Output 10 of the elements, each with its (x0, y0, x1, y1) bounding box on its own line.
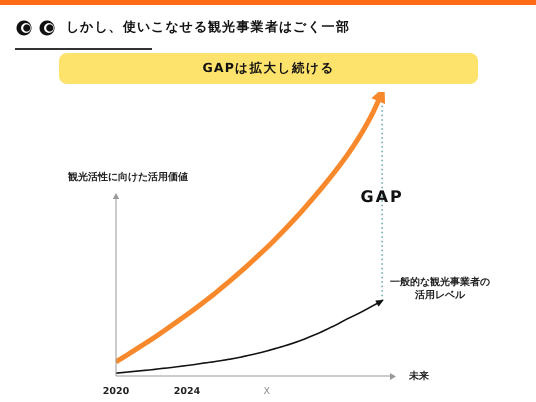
ref-line-label: GAP (360, 187, 404, 206)
x-tick-label: 2024 (174, 386, 201, 397)
series-label: 一般的な観光事業者の活用レベル (389, 276, 492, 302)
chart-title: しかし、使いこなせる観光事業者はごく一部 (66, 18, 350, 36)
x-tick-label: X (264, 386, 271, 397)
x-tick-label: 2020 (102, 386, 130, 397)
y-axis-title: 観光活性に向けた活用価値 (68, 170, 188, 184)
chart-subtitle: GAPは拡大し続ける (202, 60, 335, 77)
banner: GAPは拡大し続ける (59, 53, 478, 84)
x-axis-title: 未来 (409, 370, 429, 383)
